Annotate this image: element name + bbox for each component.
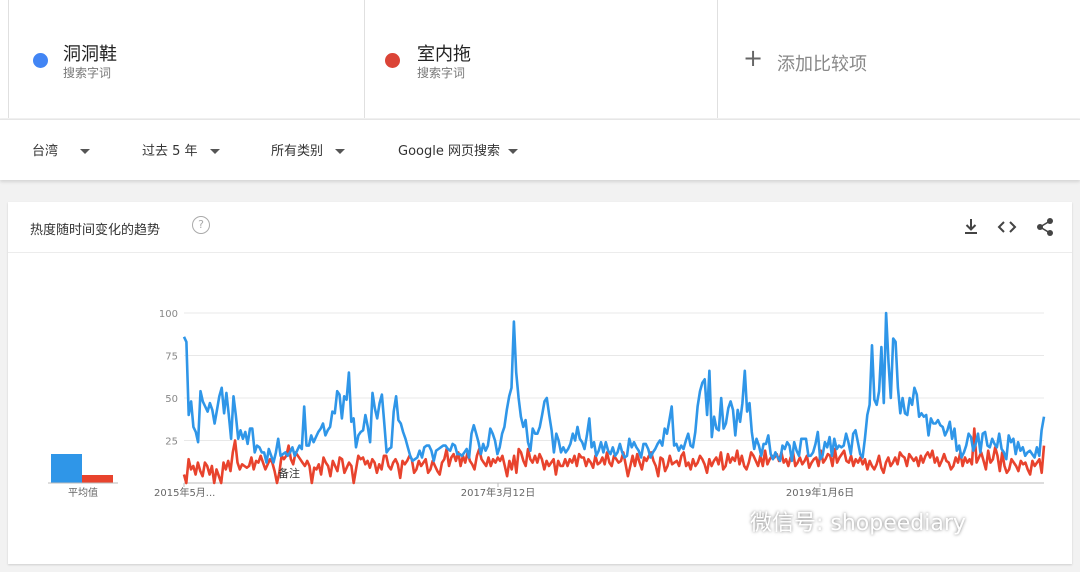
watermark: 微信号: shopeediary [750,511,966,536]
term-color-dot [385,53,400,68]
y-tick-label: 100 [159,309,178,320]
trend-chart: 100 75 50 25 2015年5月... 2017年3月12日 2019年1月6日 备注… [48,309,1046,499]
interest-over-time-card: 热度随时间变化的趋势 ? 100 75 50 25 2015年5月... 2017年3月1… [8,202,1072,564]
share-icon[interactable] [1034,216,1056,238]
time-range-label: 过去 5 年 [142,144,198,159]
region-label: 台湾 [32,144,59,159]
term-subtitle: 搜索字词 [63,66,112,80]
download-icon[interactable] [960,216,982,238]
y-tick-label: 75 [165,352,178,363]
compare-bar: 洞洞鞋 搜索字词 室内拖 搜索字词 + 添加比较项 [0,0,1080,118]
term-name: 洞洞鞋 [63,44,117,65]
series-line [182,311,1046,464]
chevron-down-icon [80,149,91,154]
chevron-down-icon [209,149,220,154]
filter-bar: 台湾 过去 5 年 所有类别 Google 网页搜索 [0,119,1080,180]
add-comparison-label: 添加比较项 [777,54,867,75]
x-tick-label: 2019年1月6日 [786,486,854,499]
embed-code-icon[interactable] [996,216,1018,238]
card-title: 热度随时间变化的趋势 [30,223,161,238]
average-bar [82,475,113,483]
term-card-1[interactable]: 洞洞鞋 搜索字词 [8,0,365,118]
chevron-down-icon [335,149,346,154]
card-divider [8,252,1072,253]
category-label: 所有类别 [271,144,324,159]
add-comparison-button[interactable]: + 添加比较项 [717,0,1080,118]
term-name: 室内拖 [417,44,471,65]
region-dropdown[interactable]: 台湾 [32,140,91,159]
x-tick-label: 2017年3月12日 [461,486,536,499]
term-card-2[interactable]: 室内拖 搜索字词 [363,0,718,118]
term-color-dot [33,53,48,68]
chevron-down-icon [507,149,518,154]
search-type-dropdown[interactable]: Google 网页搜索 [398,140,518,159]
y-tick-label: 25 [165,437,178,448]
help-icon[interactable]: ? [192,216,210,234]
term-subtitle: 搜索字词 [417,66,466,80]
search-type-label: Google 网页搜索 [398,144,500,159]
average-label: 平均值 [68,486,98,499]
average-bar [51,454,82,483]
annotation-label: 备注 [278,466,300,480]
x-tick-label: 2015年5月... [154,486,215,499]
category-dropdown[interactable]: 所有类别 [271,140,346,159]
y-tick-label: 50 [165,394,178,405]
time-range-dropdown[interactable]: 过去 5 年 [142,140,220,159]
plus-icon: + [743,44,764,72]
